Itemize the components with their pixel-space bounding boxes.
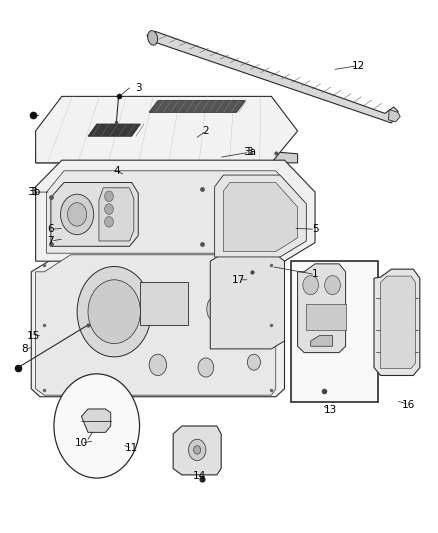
Circle shape [105, 216, 113, 227]
Text: 14: 14 [193, 472, 206, 481]
Polygon shape [306, 304, 346, 330]
Polygon shape [147, 31, 398, 123]
Polygon shape [210, 251, 285, 349]
Text: 15: 15 [27, 330, 40, 341]
Text: 11: 11 [125, 443, 138, 453]
Circle shape [67, 203, 87, 226]
Polygon shape [215, 175, 306, 257]
Polygon shape [35, 160, 315, 261]
Polygon shape [374, 269, 420, 375]
Polygon shape [35, 96, 297, 163]
Text: 1: 1 [312, 270, 318, 279]
Polygon shape [99, 188, 134, 241]
Circle shape [88, 280, 141, 344]
Polygon shape [141, 282, 188, 325]
Polygon shape [35, 255, 276, 395]
Text: 7: 7 [48, 236, 54, 246]
Text: 3: 3 [135, 83, 141, 93]
Polygon shape [31, 248, 285, 397]
Circle shape [198, 358, 214, 377]
Polygon shape [149, 101, 245, 112]
Text: 2: 2 [203, 126, 209, 136]
Circle shape [77, 266, 151, 357]
Text: 6: 6 [48, 224, 54, 235]
Circle shape [194, 446, 201, 454]
Text: 17: 17 [232, 275, 245, 285]
Bar [291, 261, 378, 402]
Circle shape [325, 276, 340, 295]
Circle shape [105, 191, 113, 201]
Circle shape [105, 204, 113, 214]
Polygon shape [46, 171, 302, 253]
Polygon shape [173, 426, 221, 475]
Polygon shape [389, 110, 400, 122]
Circle shape [188, 439, 206, 461]
Text: 3a: 3a [243, 147, 256, 157]
Circle shape [54, 374, 140, 478]
Polygon shape [297, 264, 346, 353]
Ellipse shape [148, 30, 158, 45]
Text: 12: 12 [352, 61, 365, 70]
Polygon shape [81, 409, 111, 432]
Text: 3b: 3b [27, 187, 40, 197]
Circle shape [60, 194, 94, 235]
Text: 3: 3 [246, 147, 253, 157]
Polygon shape [223, 182, 297, 252]
Polygon shape [381, 276, 416, 368]
Text: 4: 4 [113, 166, 120, 176]
Text: 13: 13 [324, 405, 337, 415]
Polygon shape [88, 124, 141, 136]
Text: 16: 16 [402, 400, 416, 410]
Text: 10: 10 [75, 438, 88, 448]
Text: 5: 5 [312, 224, 318, 235]
Text: 8: 8 [21, 344, 28, 354]
Circle shape [207, 294, 231, 324]
Circle shape [237, 285, 253, 304]
Polygon shape [51, 182, 138, 246]
Circle shape [149, 354, 166, 375]
Circle shape [303, 276, 318, 295]
Text: 3: 3 [30, 187, 37, 197]
Circle shape [247, 354, 261, 370]
Circle shape [231, 311, 251, 334]
Polygon shape [311, 336, 332, 346]
Polygon shape [35, 152, 297, 163]
